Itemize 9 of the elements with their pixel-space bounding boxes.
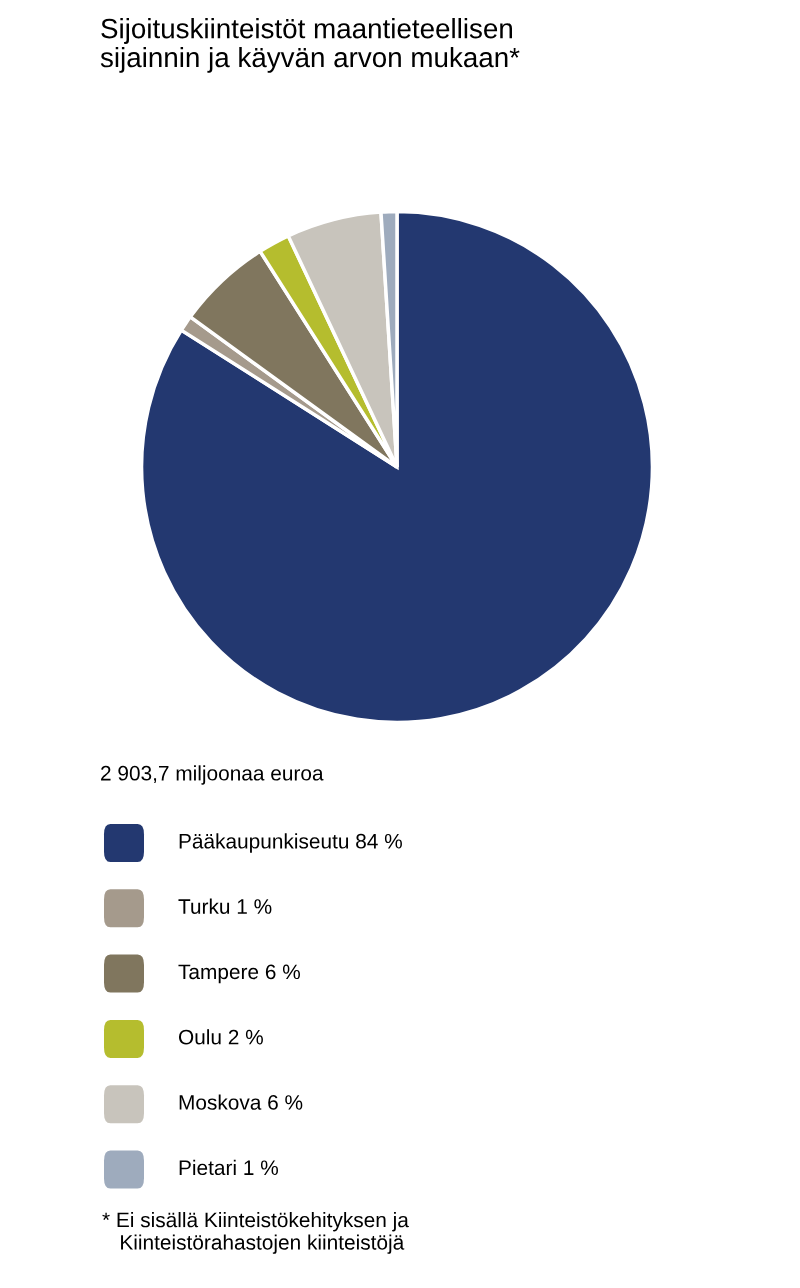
legend-label: Pietari 1 % (179, 1159, 278, 1176)
text: * Ei sisällä Kiinteistökehityksen ja Kiinteistörahastojen kiinteistöjä (102, 1212, 409, 1254)
legend-label: Pääkaupunkiseutu 84 % (179, 833, 402, 853)
legend-label: Tampere 6 % (178, 964, 300, 984)
legend-label: Moskova 6 % (179, 1094, 303, 1110)
legend-label: Oulu 2 % (178, 1029, 263, 1045)
legend-label: Turku 1 % (178, 898, 272, 914)
text: 2 903,7 miljoonaa euroa (101, 765, 324, 785)
chart-title: Sijoituskiinteistöt maantieteellisen sijainnin ja käyvän arvon mukaan* (100, 18, 520, 73)
